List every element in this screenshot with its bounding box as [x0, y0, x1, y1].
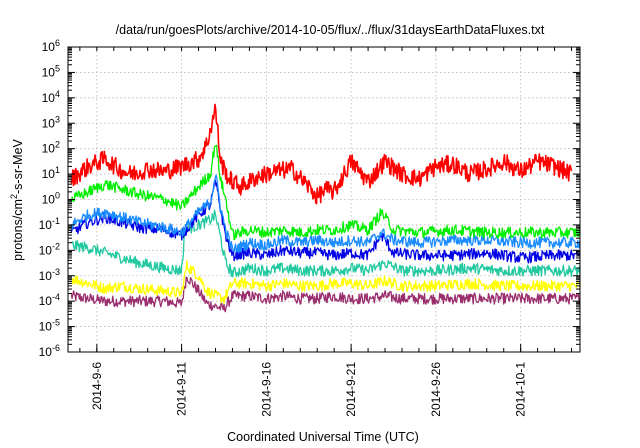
y-tick-label-base: 10 [39, 345, 53, 359]
y-tick-label: 10-6 [39, 343, 60, 359]
series-line [70, 179, 581, 264]
x-tick-label: 2014-9-11 [175, 362, 189, 416]
y-tick-labels: 10610510410310210110010-110-210-310-410-… [39, 38, 60, 359]
y-tick-label-exp: 1 [55, 165, 60, 175]
y-tick-label: 10-1 [39, 216, 60, 232]
y-tick-label-exp: 4 [55, 89, 60, 99]
y-tick-label-base: 10 [42, 65, 56, 79]
y-tick-label: 103 [42, 114, 60, 130]
y-tick-label-base: 10 [42, 142, 56, 156]
x-tick-label: 2014-10-1 [514, 362, 528, 417]
y-tick-label-exp: 6 [55, 38, 60, 48]
y-tick-label: 101 [42, 165, 60, 181]
y-tick-label-exp: -3 [52, 267, 60, 277]
y-tick-label-base: 10 [39, 218, 53, 232]
y-axis-label-rest: -s-sr-MeV [11, 138, 25, 194]
y-tick-label-exp: -2 [52, 241, 60, 251]
y-tick-label-base: 10 [42, 116, 56, 130]
series-line [70, 209, 581, 278]
x-tick-label: 2014-9-16 [259, 362, 273, 417]
y-tick-label: 10-5 [39, 318, 60, 334]
y-tick-label: 10-3 [39, 267, 60, 283]
x-axis-label: Coordinated Universal Time (UTC) [227, 430, 419, 444]
chart-title: /data/run/goesPlots/archive/2014-10-05/f… [116, 23, 545, 37]
y-tick-label-base: 10 [39, 269, 53, 283]
grid [68, 47, 580, 352]
y-tick-label-exp: 2 [55, 140, 60, 150]
y-tick-label-base: 10 [39, 320, 53, 334]
y-tick-label-exp: -5 [52, 318, 60, 328]
series-line [70, 174, 581, 254]
y-tick-label-exp: 0 [55, 191, 60, 201]
y-tick-label-base: 10 [42, 167, 56, 181]
series-line [71, 260, 581, 304]
y-tick-label-base: 10 [39, 294, 53, 308]
series-line [70, 103, 573, 205]
x-tick-label: 2014-9-6 [90, 362, 104, 410]
y-tick-label-exp: -4 [52, 292, 60, 302]
y-tick-label-exp: -6 [52, 343, 60, 353]
y-axis-label-main: protons/cm [11, 199, 25, 261]
series-line [70, 144, 581, 241]
y-tick-label: 10-4 [39, 292, 60, 308]
y-tick-label: 102 [42, 140, 60, 156]
x-tick-label: 2014-9-21 [344, 362, 358, 417]
y-axis-label-sup: 2 [9, 194, 19, 199]
y-tick-label-base: 10 [42, 91, 56, 105]
y-tick-label: 104 [42, 89, 60, 105]
y-tick-label: 100 [42, 191, 60, 207]
y-axis-label: protons/cm2-s-sr-MeV [9, 138, 25, 260]
y-tick-label-base: 10 [42, 40, 56, 54]
axis-ticks [68, 46, 580, 353]
y-tick-label: 10-2 [39, 241, 60, 257]
y-tick-label-base: 10 [39, 243, 53, 257]
series-group [70, 103, 581, 313]
y-tick-label: 106 [42, 38, 60, 54]
y-tick-label-exp: -1 [52, 216, 60, 226]
series-line [70, 276, 581, 313]
y-tick-label-base: 10 [42, 193, 56, 207]
x-tick-label: 2014-9-26 [429, 362, 443, 417]
x-tick-labels: 2014-9-6 2014-9-11 2014-9-16 2014-9-21 2014-… [90, 362, 528, 417]
y-tick-label-exp: 5 [55, 63, 60, 73]
y-tick-label: 105 [42, 63, 60, 79]
y-tick-label-exp: 3 [55, 114, 60, 124]
